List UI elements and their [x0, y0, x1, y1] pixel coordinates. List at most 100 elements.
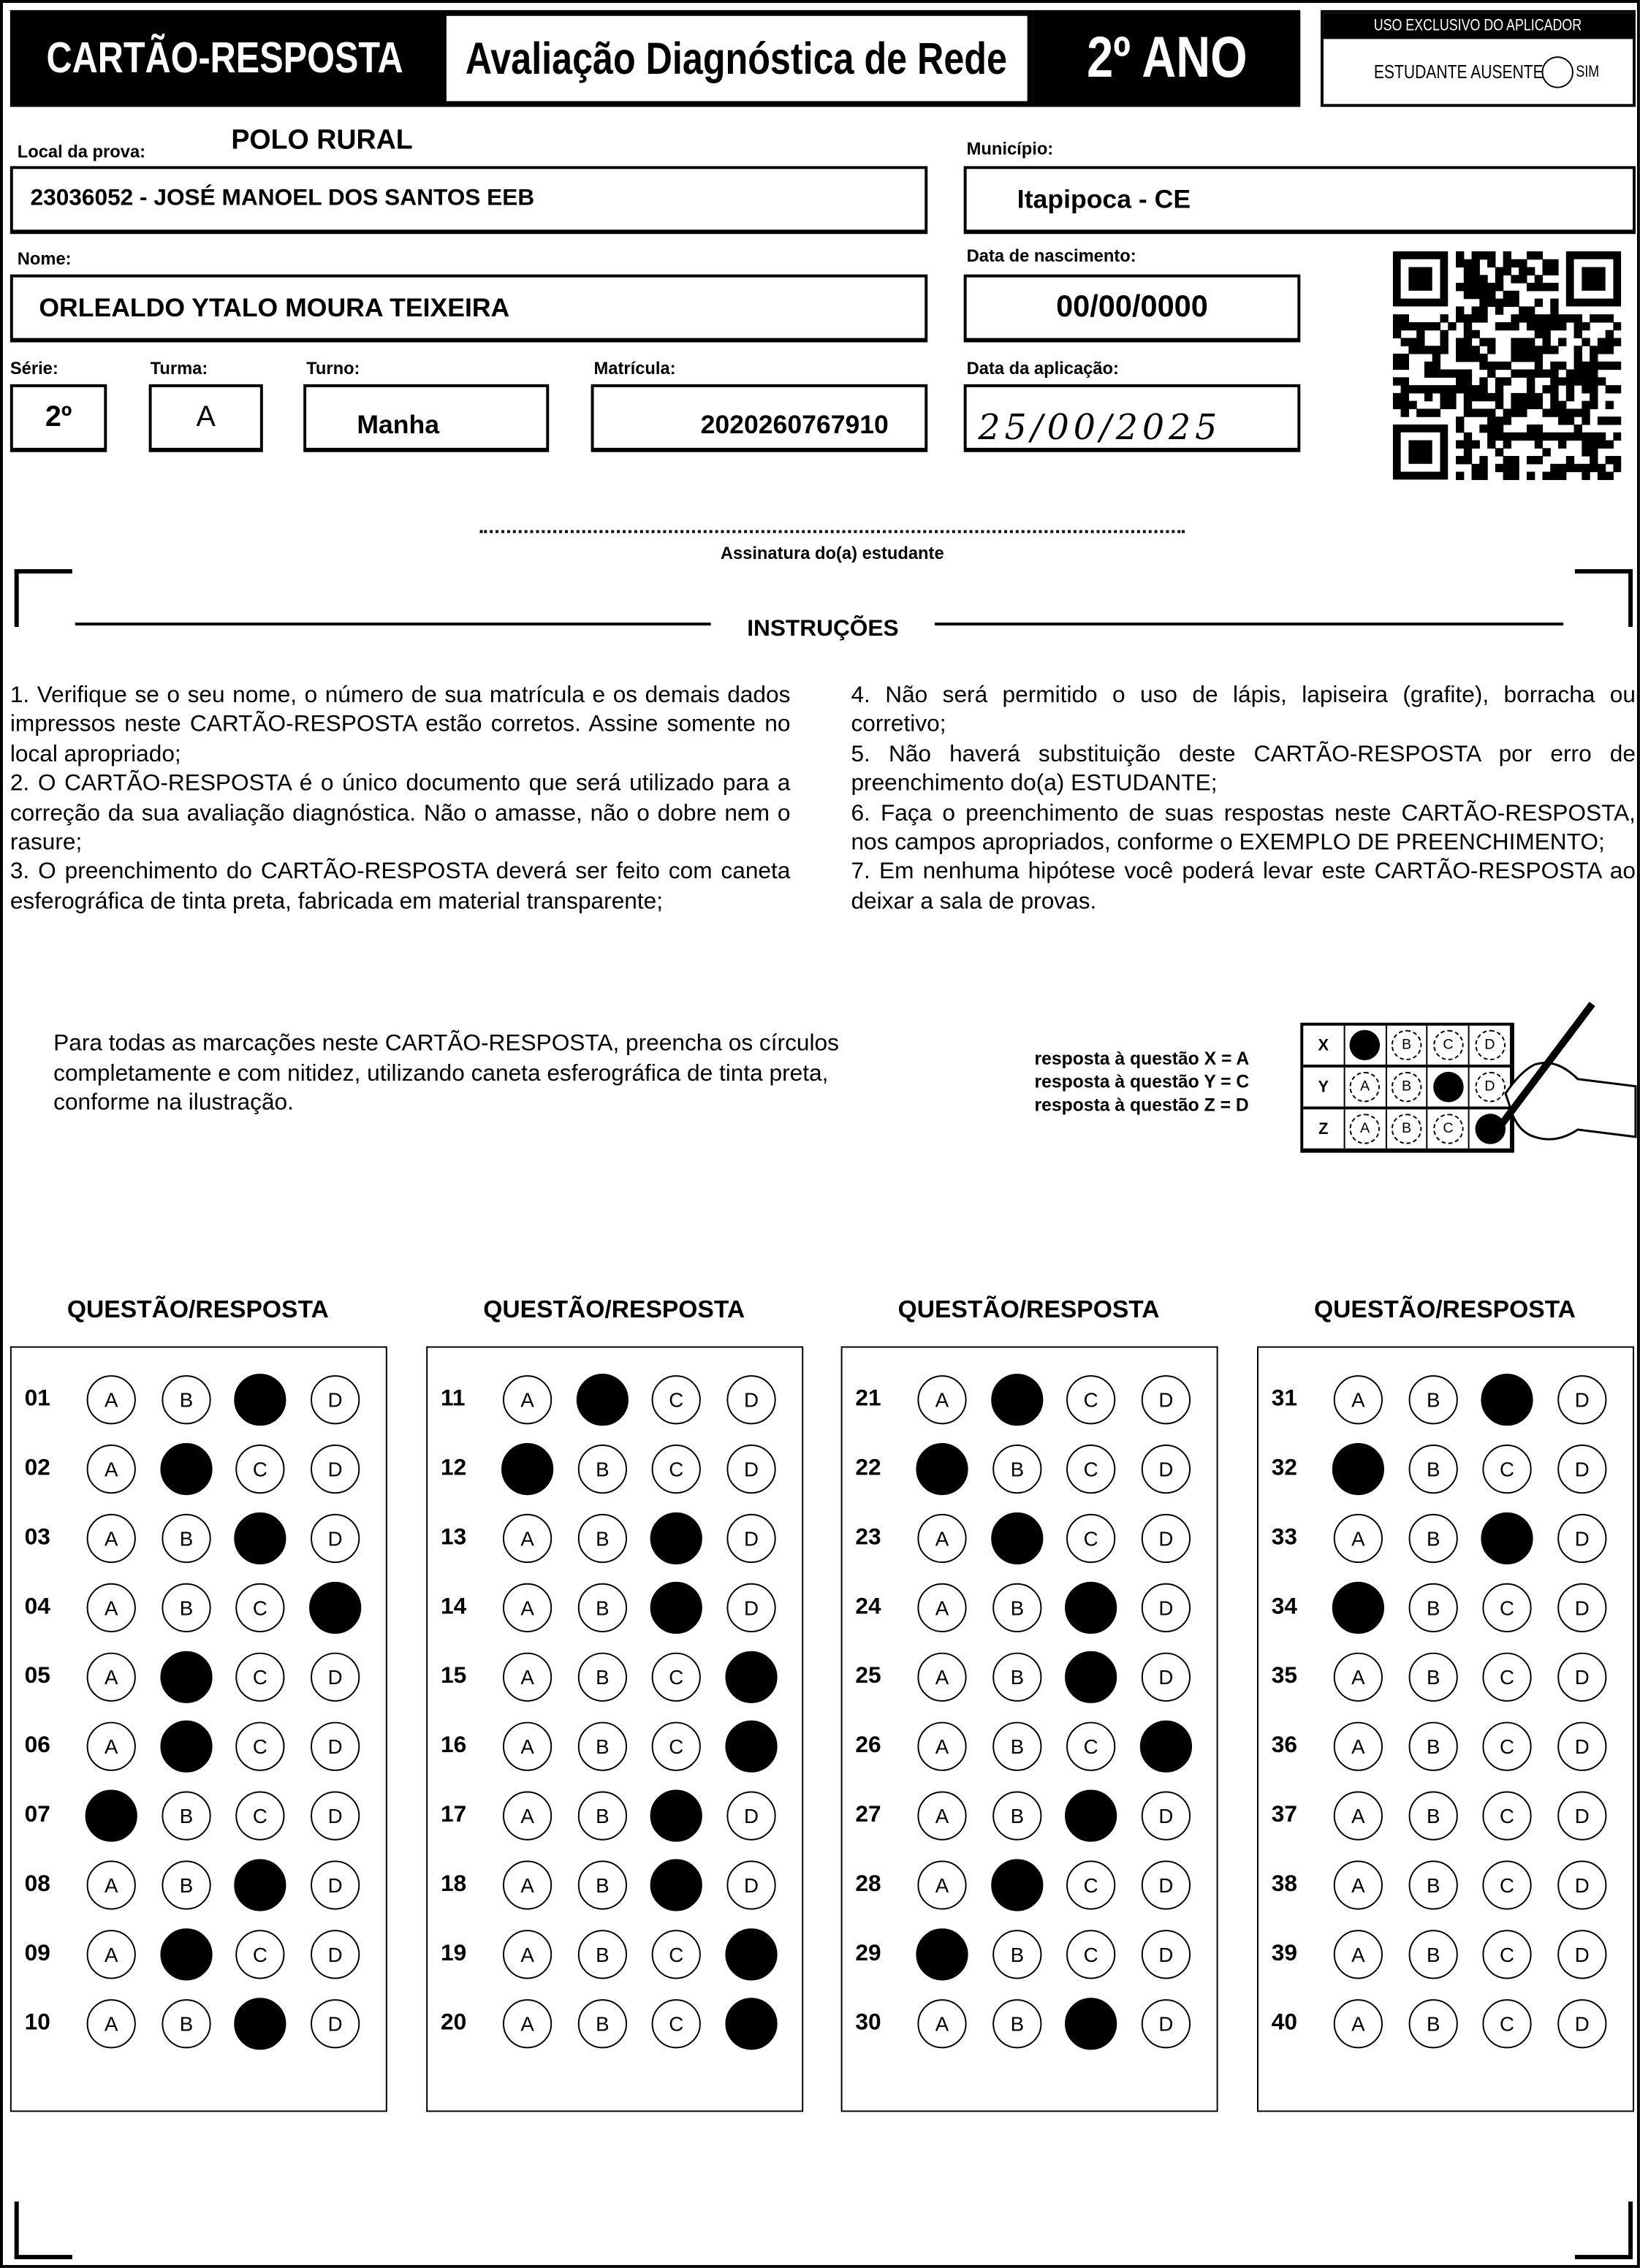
aplicacao-field[interactable]: 25/00/2025: [963, 384, 1301, 452]
option-bubble-b[interactable]: B: [577, 1721, 628, 1771]
option-bubble-a[interactable]: A: [86, 1930, 136, 1979]
option-bubble-a[interactable]: A: [502, 1513, 553, 1564]
option-bubble-d[interactable]: D: [1141, 1860, 1191, 1910]
option-bubble-d[interactable]: D: [1141, 1999, 1191, 2049]
option-bubble-d[interactable]: D: [311, 1999, 360, 2049]
option-bubble-c[interactable]: C: [650, 1581, 702, 1634]
option-bubble-a[interactable]: A: [502, 1721, 553, 1771]
option-bubble-a[interactable]: A: [1333, 1513, 1383, 1564]
option-bubble-d[interactable]: D: [1557, 1860, 1607, 1910]
option-bubble-b[interactable]: B: [577, 1860, 628, 1910]
option-bubble-d[interactable]: D: [311, 1930, 360, 1979]
option-bubble-a[interactable]: A: [917, 1791, 967, 1841]
option-bubble-c[interactable]: C: [651, 1652, 701, 1702]
option-bubble-d[interactable]: D: [1141, 1930, 1191, 1979]
option-bubble-d[interactable]: D: [1557, 1583, 1607, 1633]
option-bubble-d[interactable]: D: [1557, 1721, 1607, 1771]
option-bubble-a[interactable]: A: [1333, 1791, 1383, 1841]
option-bubble-c[interactable]: C: [1065, 1998, 1117, 2050]
option-bubble-b[interactable]: B: [162, 1583, 211, 1633]
option-bubble-b[interactable]: B: [1408, 1721, 1458, 1771]
option-bubble-d[interactable]: D: [726, 1513, 776, 1564]
option-bubble-a[interactable]: A: [502, 1999, 553, 2049]
option-bubble-b[interactable]: B: [160, 1928, 213, 1981]
option-bubble-c[interactable]: C: [1066, 1513, 1116, 1564]
option-bubble-d[interactable]: D: [725, 1928, 778, 1981]
option-bubble-b[interactable]: B: [1408, 1791, 1458, 1841]
option-bubble-a[interactable]: A: [1333, 1375, 1383, 1425]
option-bubble-b[interactable]: B: [162, 1513, 211, 1564]
signature-line[interactable]: [479, 530, 1185, 533]
option-bubble-d[interactable]: D: [311, 1652, 360, 1702]
option-bubble-a[interactable]: A: [1333, 1860, 1383, 1910]
option-bubble-d[interactable]: D: [726, 1860, 776, 1910]
option-bubble-c[interactable]: C: [651, 1375, 701, 1425]
option-bubble-c[interactable]: C: [234, 1998, 286, 2050]
option-bubble-b[interactable]: B: [577, 1999, 628, 2049]
option-bubble-c[interactable]: C: [650, 1789, 702, 1842]
option-bubble-a[interactable]: A: [502, 1791, 553, 1841]
option-bubble-b[interactable]: B: [991, 1374, 1044, 1426]
option-bubble-c[interactable]: C: [651, 1999, 701, 2049]
option-bubble-b[interactable]: B: [1408, 1445, 1458, 1494]
option-bubble-b[interactable]: B: [160, 1443, 213, 1496]
option-bubble-b[interactable]: B: [1408, 1860, 1458, 1910]
option-bubble-b[interactable]: B: [1408, 1375, 1458, 1425]
option-bubble-b[interactable]: B: [577, 1791, 628, 1841]
option-bubble-c[interactable]: C: [1065, 1651, 1117, 1703]
option-bubble-b[interactable]: B: [991, 1859, 1044, 1911]
option-bubble-a[interactable]: A: [501, 1443, 554, 1496]
option-bubble-a[interactable]: A: [86, 1999, 136, 2049]
option-bubble-d[interactable]: D: [311, 1513, 360, 1564]
option-bubble-d[interactable]: D: [725, 1998, 778, 2050]
option-bubble-a[interactable]: A: [86, 1652, 136, 1702]
option-bubble-d[interactable]: D: [1557, 1652, 1607, 1702]
option-bubble-d[interactable]: D: [311, 1445, 360, 1494]
option-bubble-c[interactable]: C: [234, 1374, 286, 1426]
option-bubble-b[interactable]: B: [1408, 1999, 1458, 2049]
option-bubble-a[interactable]: A: [85, 1789, 137, 1842]
option-bubble-d[interactable]: D: [725, 1720, 778, 1773]
option-bubble-a[interactable]: A: [502, 1930, 553, 1979]
option-bubble-d[interactable]: D: [311, 1721, 360, 1771]
option-bubble-b[interactable]: B: [992, 1721, 1042, 1771]
option-bubble-b[interactable]: B: [992, 1652, 1042, 1702]
option-bubble-b[interactable]: B: [577, 1445, 628, 1494]
option-bubble-a[interactable]: A: [86, 1583, 136, 1633]
option-bubble-a[interactable]: A: [1332, 1443, 1384, 1496]
option-bubble-c[interactable]: C: [1066, 1721, 1116, 1771]
option-bubble-b[interactable]: B: [991, 1512, 1044, 1565]
option-bubble-d[interactable]: D: [1141, 1445, 1191, 1494]
option-bubble-d[interactable]: D: [1557, 1513, 1607, 1564]
option-bubble-a[interactable]: A: [916, 1928, 968, 1981]
option-bubble-c[interactable]: C: [1481, 1512, 1533, 1565]
option-bubble-a[interactable]: A: [1333, 1652, 1383, 1702]
option-bubble-c[interactable]: C: [235, 1721, 285, 1771]
option-bubble-d[interactable]: D: [1557, 1999, 1607, 2049]
option-bubble-d[interactable]: D: [311, 1791, 360, 1841]
option-bubble-b[interactable]: B: [160, 1720, 213, 1773]
option-bubble-a[interactable]: A: [917, 1860, 967, 1910]
option-bubble-a[interactable]: A: [86, 1445, 136, 1494]
option-bubble-d[interactable]: D: [1141, 1513, 1191, 1564]
option-bubble-c[interactable]: C: [651, 1721, 701, 1771]
option-bubble-a[interactable]: A: [917, 1375, 967, 1425]
option-bubble-c[interactable]: C: [1482, 1583, 1532, 1633]
option-bubble-b[interactable]: B: [160, 1651, 213, 1703]
option-bubble-b[interactable]: B: [577, 1930, 628, 1979]
option-bubble-c[interactable]: C: [1065, 1789, 1117, 1842]
option-bubble-d[interactable]: D: [1557, 1375, 1607, 1425]
option-bubble-c[interactable]: C: [1065, 1581, 1117, 1634]
option-bubble-b[interactable]: B: [1408, 1652, 1458, 1702]
option-bubble-d[interactable]: D: [726, 1791, 776, 1841]
option-bubble-c[interactable]: C: [1482, 1930, 1532, 1979]
option-bubble-c[interactable]: C: [651, 1930, 701, 1979]
option-bubble-d[interactable]: D: [1557, 1930, 1607, 1979]
option-bubble-b[interactable]: B: [162, 1999, 211, 2049]
option-bubble-b[interactable]: B: [1408, 1930, 1458, 1979]
option-bubble-c[interactable]: C: [1482, 1721, 1532, 1771]
option-bubble-d[interactable]: D: [725, 1651, 778, 1703]
option-bubble-c[interactable]: C: [650, 1859, 702, 1911]
option-bubble-d[interactable]: D: [1141, 1583, 1191, 1633]
option-bubble-c[interactable]: C: [651, 1445, 701, 1494]
